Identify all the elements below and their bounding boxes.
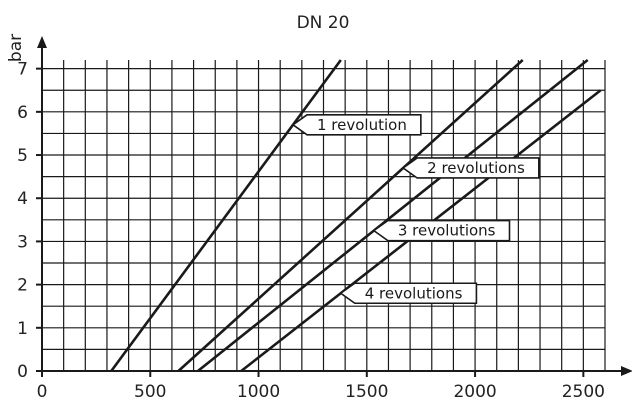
x-tick-label: 2000 bbox=[453, 382, 496, 402]
x-tick-label: 1500 bbox=[345, 382, 388, 402]
y-tick-label: 7 bbox=[17, 60, 28, 80]
callout-label: 1 revolution bbox=[317, 116, 407, 134]
callout-label: 2 revolutions bbox=[427, 159, 525, 177]
series-callouts: 1 revolution 2 revolutions 3 revolutions 4 … bbox=[291, 113, 540, 305]
y-tick-label: 1 bbox=[17, 319, 28, 339]
callout-pointer-box bbox=[372, 219, 511, 242]
x-axis-arrow-icon bbox=[621, 366, 632, 376]
grid bbox=[42, 60, 606, 371]
callout-pointer-box bbox=[401, 157, 540, 179]
series-line-2 bbox=[177, 59, 524, 372]
callout-4: 4 revolutions bbox=[339, 282, 478, 305]
callout-pointer-box bbox=[339, 282, 478, 305]
y-tick-label: 3 bbox=[17, 232, 28, 252]
tick-labels: 0 500 1000 1500 2000 2500 0 1 2 3 4 5 6 7 bbox=[17, 60, 605, 402]
y-tick-label: 0 bbox=[17, 362, 28, 382]
x-tick-label: 1000 bbox=[237, 382, 280, 402]
chart-title: DN 20 bbox=[297, 13, 350, 33]
y-axis-label: bar bbox=[6, 34, 26, 62]
callout-1: 1 revolution bbox=[291, 113, 422, 136]
series-line-3 bbox=[197, 58, 589, 373]
series-lines bbox=[110, 58, 602, 373]
callout-label: 3 revolutions bbox=[398, 222, 496, 240]
x-tick-label: 500 bbox=[134, 382, 166, 402]
x-tick-label: 0 bbox=[37, 382, 48, 402]
callout-label: 4 revolutions bbox=[365, 284, 463, 302]
y-tick-label: 4 bbox=[17, 189, 28, 209]
y-axis-arrow-icon bbox=[37, 36, 47, 48]
series-line-1 bbox=[110, 59, 342, 372]
callout-3: 3 revolutions bbox=[372, 219, 511, 242]
y-tick-label: 6 bbox=[17, 103, 28, 123]
x-tick-label: 2500 bbox=[562, 382, 605, 402]
y-tick-label: 5 bbox=[17, 146, 28, 166]
axes bbox=[36, 36, 632, 377]
callout-2: 2 revolutions bbox=[401, 157, 540, 179]
callout-pointer-box bbox=[291, 113, 422, 136]
y-tick-label: 2 bbox=[17, 276, 28, 296]
